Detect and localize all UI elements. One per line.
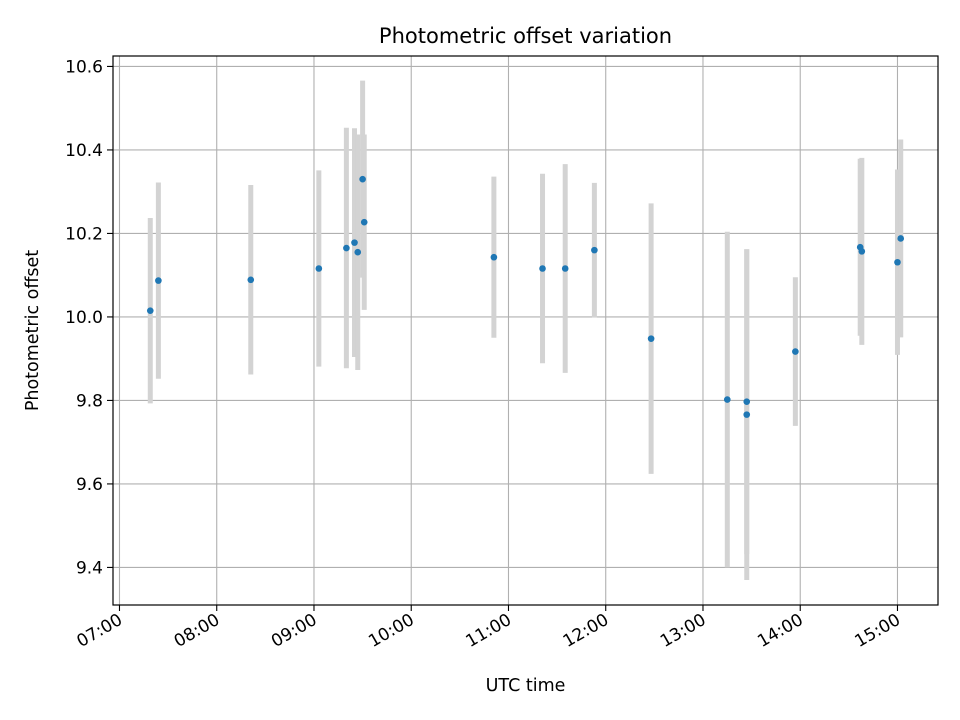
x-tick-label: 09:00 <box>268 610 320 652</box>
y-tick-label: 10.2 <box>65 224 103 244</box>
data-point <box>539 265 546 272</box>
data-point <box>247 276 255 284</box>
data-point <box>351 239 358 246</box>
data-point <box>561 265 569 272</box>
data-point <box>647 335 655 342</box>
y-tick-label: 9.8 <box>76 391 103 411</box>
x-tick-label: 11:00 <box>463 610 515 652</box>
y-tick-label: 10.0 <box>65 308 103 328</box>
data-point <box>354 248 362 256</box>
data-point <box>894 258 901 266</box>
y-tick-label: 10.6 <box>65 57 103 77</box>
x-tick-label: 07:00 <box>74 610 126 652</box>
data-point <box>858 248 866 255</box>
x-axis-ticks: 07:00 08:00 09:00 10:00 11:00 12:00 13:00 14:00… <box>74 605 904 652</box>
data-point <box>315 265 323 272</box>
plot-frame <box>112 55 939 606</box>
y-axis-ticks: 9.4 9.6 9.8 10.0 10.2 10.4 10.6 <box>65 57 113 578</box>
x-tick-label: 14:00 <box>754 610 806 652</box>
data-point <box>360 218 368 226</box>
y-axis-label: Photometric offset <box>23 250 43 411</box>
grid <box>113 56 938 605</box>
data-point <box>723 396 731 403</box>
x-tick-label: 13:00 <box>657 610 709 652</box>
x-tick-label: 12:00 <box>560 610 612 652</box>
data-point <box>490 253 498 261</box>
x-tick-label: 15:00 <box>852 610 904 652</box>
data-point <box>743 411 751 418</box>
data-point <box>897 235 905 242</box>
y-tick-label: 9.4 <box>76 558 103 578</box>
x-tick-label: 10:00 <box>365 610 417 652</box>
chart-title: Photometric offset variation <box>379 24 672 48</box>
y-tick-label: 10.4 <box>65 141 103 161</box>
data-points <box>146 175 905 418</box>
data-point <box>146 307 154 314</box>
x-axis-label: UTC time <box>486 676 566 696</box>
y-tick-label: 9.6 <box>76 475 103 495</box>
x-tick-label: 08:00 <box>171 610 223 652</box>
data-point <box>155 277 162 284</box>
data-point <box>343 244 350 252</box>
errorbars <box>147 80 904 580</box>
data-point <box>792 348 799 355</box>
data-point <box>591 246 598 254</box>
data-point <box>743 398 751 405</box>
data-point <box>359 175 366 183</box>
